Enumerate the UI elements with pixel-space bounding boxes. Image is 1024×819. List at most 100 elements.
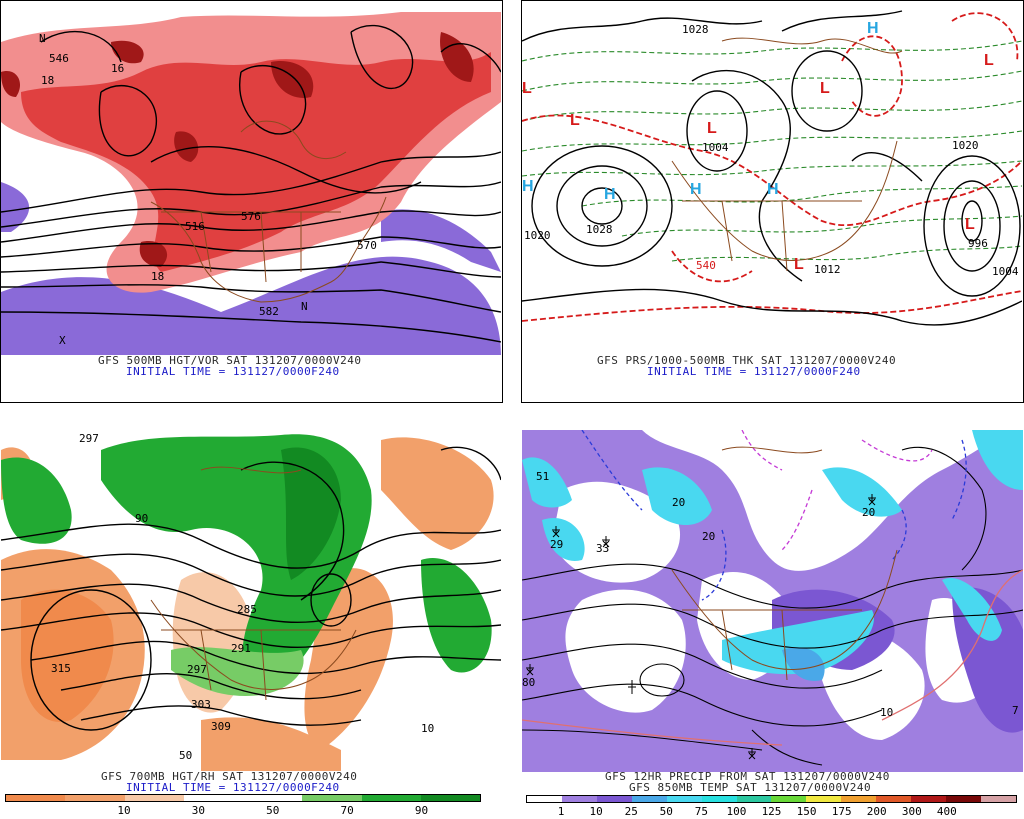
temp-label: 7 [1012, 704, 1019, 717]
low-pressure-symbol: L [984, 52, 994, 69]
rh-scale-ticks: 10 30 50 70 90 [5, 804, 481, 818]
scale-swatch [302, 795, 362, 801]
scale-swatch [701, 796, 737, 802]
panel-pressure-thickness: H H H H H L L L L L L L 1028 1028 1020 1… [521, 0, 1024, 403]
low-pressure-symbol: L [794, 256, 804, 273]
high-pressure-symbol: H [522, 178, 534, 195]
isobar-label: 996 [968, 237, 988, 250]
rh-color-scale [5, 794, 481, 802]
scale-swatch [911, 796, 947, 802]
snow-symbol-icon [868, 494, 876, 506]
height-label: 582 [259, 305, 279, 318]
height-label: 297 [79, 432, 99, 445]
scale-swatch [841, 796, 877, 802]
low-pressure-symbol: L [570, 112, 580, 129]
vorticity-map[interactable]: 546 576 570 582 516 18 18 16 N N X [1, 12, 501, 355]
scale-swatch [527, 796, 562, 802]
rh-label: 10 [421, 722, 434, 735]
scale-tick-label: 75 [694, 805, 708, 818]
panel-700mb-hgt-rh: 315 297 303 309 285 291 297 10 50 90 GFS… [0, 428, 503, 819]
low-pressure-symbol: L [522, 80, 532, 97]
thickness-label: 540 [696, 259, 716, 272]
scale-tick-label: 10 [589, 805, 603, 818]
temp-label: 80 [522, 676, 535, 689]
height-label: 285 [237, 603, 257, 616]
panel-precip-850-temp: 20 20 20 29 33 51 10 80 7 GFS 12HR PRECI… [521, 428, 1024, 819]
scale-swatch [876, 796, 912, 802]
height-label: 315 [51, 662, 71, 675]
high-pressure-symbol: H [767, 181, 779, 198]
isobar-label: 1004 [702, 141, 729, 154]
scale-tick-label: 70 [340, 804, 354, 817]
scale-swatch [980, 796, 1016, 802]
scale-swatch [666, 796, 702, 802]
vort-max-label: X [59, 334, 66, 347]
temp-label: 33 [596, 542, 609, 555]
vort-label: 18 [41, 74, 54, 87]
scale-tick-label: 400 [936, 805, 957, 818]
scale-swatch [124, 795, 184, 801]
panel-caption-2: GFS 850MB TEMP SAT 131207/0000V240 [629, 781, 872, 794]
scale-swatch [6, 795, 66, 801]
panel-500mb-hgt-vor: 546 576 570 582 516 18 18 16 N N X GFS 5… [0, 0, 503, 403]
panel-caption: GFS 12HR PRECIP FROM SAT 131207/0000V240 [605, 770, 890, 783]
isobar-label: 1028 [586, 223, 613, 236]
panel-caption: GFS PRS/1000-500MB THK SAT 131207/0000V2… [597, 354, 897, 367]
panel-init-time: INITIAL TIME = 131127/0000F240 [647, 365, 861, 378]
isobar-label: 1028 [682, 23, 709, 36]
scale-swatch [806, 796, 842, 802]
height-label: 570 [357, 239, 377, 252]
snow-symbol-icon [552, 526, 560, 538]
scale-tick-label: 150 [796, 805, 817, 818]
temp-label: 20 [862, 506, 875, 519]
temp-label: 10 [880, 706, 893, 719]
temp-label: 20 [702, 530, 715, 543]
scale-tick-label: 200 [866, 805, 887, 818]
precip-scale-ticks: 1 10 25 50 75 100 125 150 175 200 300 400 [526, 805, 1017, 819]
scale-tick-label: 30 [191, 804, 205, 817]
scale-swatch [420, 795, 480, 801]
low-pressure-symbol: L [820, 80, 830, 97]
vort-label: 16 [111, 62, 124, 75]
isobar-label: 1020 [952, 139, 979, 152]
panel-init-time: INITIAL TIME = 131127/0000F240 [126, 781, 340, 794]
pressure-map[interactable]: H H H H H L L L L L L L 1028 1028 1020 1… [522, 1, 1022, 355]
scale-tick-label: 300 [901, 805, 922, 818]
precip-color-scale [526, 795, 1017, 803]
scale-swatch [243, 795, 303, 801]
panel-caption: GFS 500MB HGT/VOR SAT 131207/0000V240 [98, 354, 362, 367]
scale-tick-label: 50 [659, 805, 673, 818]
height-label: 297 [187, 663, 207, 676]
snow-symbol-icon [748, 748, 756, 760]
vort-min-label: N [301, 300, 308, 313]
scale-tick-label: 50 [266, 804, 280, 817]
max-marker-icon [628, 680, 636, 694]
vort-min-label: N [39, 32, 46, 45]
high-pressure-symbol: H [690, 181, 702, 198]
snow-symbol-icon [602, 536, 610, 548]
scale-swatch [596, 796, 632, 802]
high-pressure-symbol: H [604, 186, 616, 203]
panel-frame [0, 0, 503, 403]
snow-symbol-icon [526, 664, 534, 676]
low-pressure-symbol: L [707, 120, 717, 137]
scale-swatch [361, 795, 421, 801]
scale-tick-label: 1 [557, 805, 565, 818]
height-label: 291 [231, 642, 251, 655]
low-pressure-symbol: L [965, 216, 975, 233]
height-label: 546 [49, 52, 69, 65]
scale-swatch [771, 796, 807, 802]
panel-init-time: INITIAL TIME = 131127/0000F240 [126, 365, 340, 378]
height-label: 303 [191, 698, 211, 711]
rh-label: 50 [179, 749, 192, 762]
humidity-map[interactable]: 315 297 303 309 285 291 297 10 50 90 [1, 430, 501, 771]
scale-tick-label: 90 [414, 804, 429, 817]
height-label: 309 [211, 720, 231, 733]
temp-label: 51 [536, 470, 549, 483]
precip-map[interactable]: 20 20 20 29 33 51 10 80 7 [522, 430, 1023, 772]
scale-swatch [183, 795, 243, 801]
height-label: 516 [185, 220, 205, 233]
panel-caption: GFS 700MB HGT/RH SAT 131207/0000V240 [101, 770, 358, 783]
scale-tick-label: 100 [726, 805, 747, 818]
height-label: 576 [241, 210, 261, 223]
